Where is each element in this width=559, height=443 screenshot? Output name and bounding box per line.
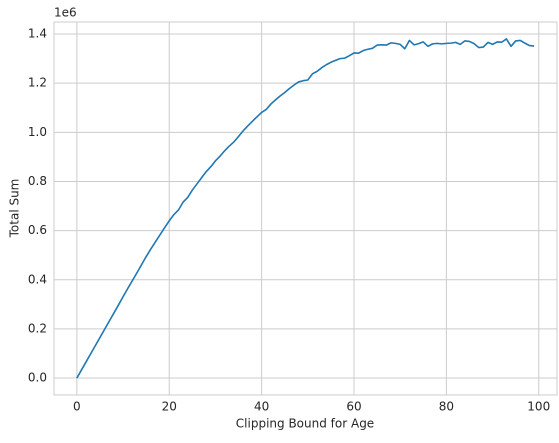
y-tick-label: 0.4 <box>28 272 47 286</box>
y-tick-label: 0.2 <box>28 321 47 335</box>
x-tick-label: 20 <box>162 400 177 414</box>
x-tick-label: 100 <box>527 400 550 414</box>
offset-label: 1e6 <box>54 6 77 20</box>
y-tick-label: 1.0 <box>28 125 47 139</box>
data-line <box>76 38 535 379</box>
y-tick-label: 0.6 <box>28 223 47 237</box>
y-tick-label: 0.0 <box>28 371 47 385</box>
y-tick-label: 1.4 <box>28 27 47 41</box>
y-tick-label: 0.8 <box>28 174 47 188</box>
x-tick-label: 80 <box>439 400 454 414</box>
y-tick-label: 1.2 <box>28 76 47 90</box>
x-tick-label: 0 <box>73 400 81 414</box>
x-tick-label: 40 <box>254 400 269 414</box>
y-axis-label: Total Sum <box>8 179 22 239</box>
plot-area <box>53 21 558 396</box>
x-axis-label: Clipping Bound for Age <box>236 417 374 431</box>
x-tick-label: 60 <box>346 400 361 414</box>
